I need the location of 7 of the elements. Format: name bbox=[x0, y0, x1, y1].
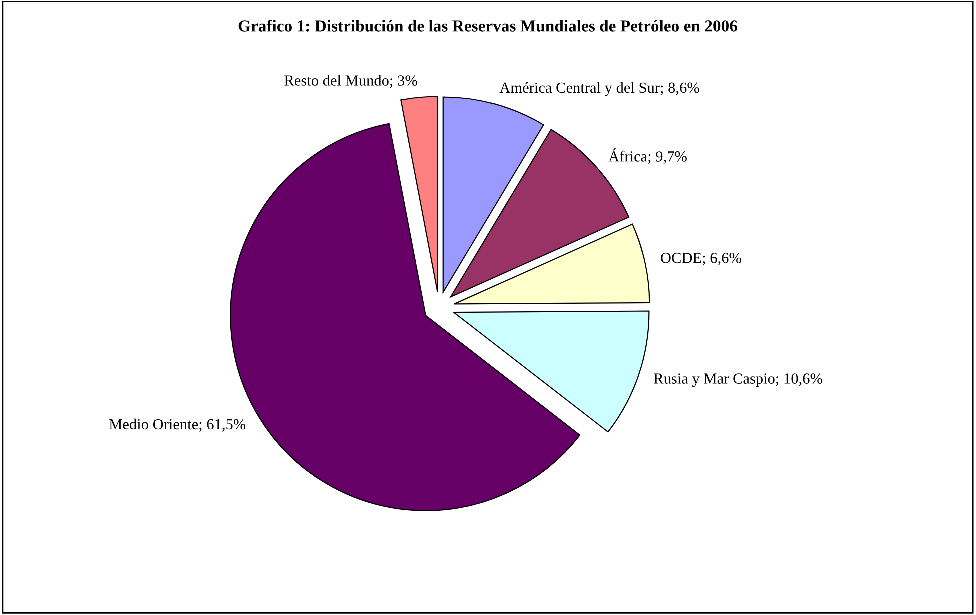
slice-label: África; 9,7% bbox=[608, 148, 687, 164]
slice-label: OCDE; 6,6% bbox=[661, 253, 742, 266]
slice-label: Medio Oriente; 61,5% bbox=[110, 418, 246, 432]
slice-label: Rusia y Mar Caspio; 10,6% bbox=[654, 374, 822, 388]
chart-title: Grafico 1: Distribución de las Reservas Mundiales de Petróleo en 2006 bbox=[238, 20, 738, 32]
slice-label: Resto del Mundo; 3% bbox=[284, 75, 418, 88]
slice-label: América Central y del Sur; 8,6% bbox=[500, 82, 700, 96]
